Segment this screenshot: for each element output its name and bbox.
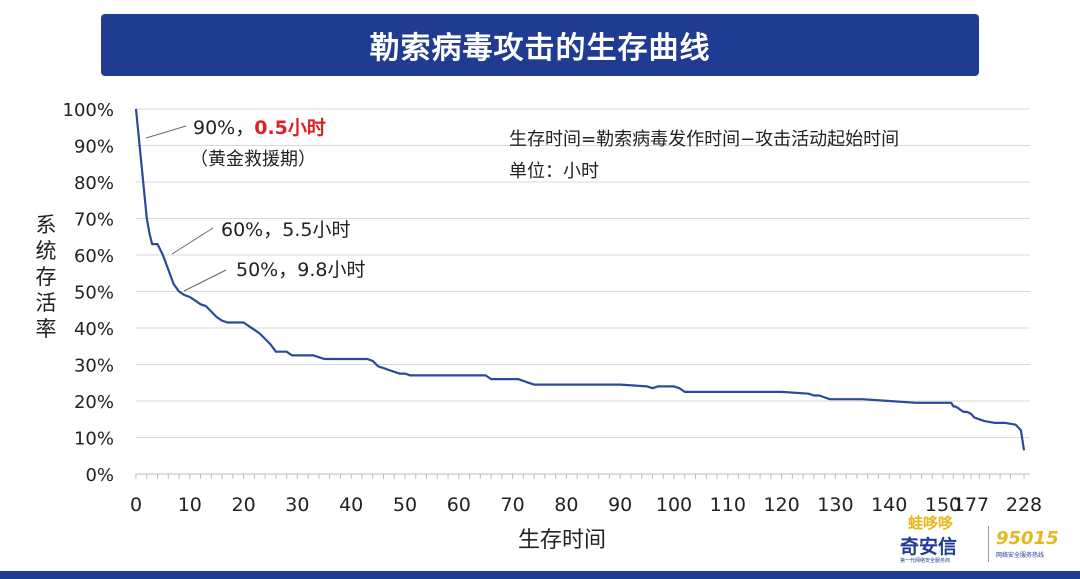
y-tick-label: 20% [74, 392, 114, 413]
annotation-50: 50%，9.8小时 [236, 259, 365, 281]
logo-hotline-caption: 网络安全服务热线 [996, 552, 1045, 559]
logo-tagline: 第一代网络安全服务商 [900, 558, 951, 564]
x-tick-label: 60 [447, 494, 471, 516]
bottom-bar [0, 571, 1080, 579]
y-tick-label: 0% [85, 465, 114, 486]
x-tick-label: 20 [232, 494, 256, 516]
x-tick-label: 130 [817, 494, 853, 516]
x-tick-label: 30 [285, 494, 309, 516]
x-tick-label: 40 [339, 494, 363, 516]
survival-line [134, 108, 1026, 451]
x-tick-label: 110 [710, 494, 746, 516]
annotation-leader-60 [171, 227, 214, 255]
logo-separator [988, 526, 989, 562]
y-axis-label: 系统存活率 [36, 213, 57, 341]
qianxin-logo: 蛙哆哆 奇安信 第一代网络安全服务商 95015 网络安全服务热线 [898, 512, 1068, 572]
x-tick-label: 80 [554, 494, 578, 516]
annotation-60: 60%，5.5小时 [221, 219, 350, 241]
note-definition: 生存时间=勒索病毒发作时间−攻击活动起始时间 [509, 129, 899, 150]
x-tick-label: 90 [608, 494, 632, 516]
x-tick-label: 228 [1006, 494, 1042, 516]
logo-hotline: 95015 [996, 528, 1059, 549]
y-tick-label: 40% [74, 319, 114, 340]
y-tick-label: 10% [74, 429, 114, 450]
x-tick-label: 70 [501, 494, 525, 516]
y-tick-label: 30% [74, 356, 114, 377]
x-tick-label: 50 [393, 494, 417, 516]
logo-mascot: 蛙哆哆 [908, 514, 954, 532]
annotation-leader-50 [183, 269, 227, 292]
y-tick-label: 100% [63, 100, 114, 121]
annotation-90: 90%，0.5小时 [193, 117, 326, 139]
note-unit: 单位：小时 [509, 161, 599, 182]
x-tick-label: 140 [871, 494, 907, 516]
chart-title: 勒索病毒攻击的生存曲线 [369, 31, 711, 66]
y-tick-label: 50% [74, 283, 114, 304]
x-tick-label: 10 [178, 494, 202, 516]
x-tick-label: 0 [130, 494, 142, 516]
x-tick-label: 100 [656, 494, 692, 516]
annotation-90-line2: （黄金救援期） [190, 149, 316, 170]
x-axis-label: 生存时间 [518, 528, 606, 553]
x-tick-label: 120 [763, 494, 799, 516]
x-tick-label: 150 [925, 494, 961, 516]
x-tick-label: 177 [953, 494, 989, 516]
y-tick-label: 60% [74, 246, 114, 267]
y-tick-label: 70% [74, 210, 114, 231]
annotation-leader-90 [145, 125, 187, 139]
logo-name: 奇安信 [900, 536, 958, 558]
y-tick-label: 90% [74, 137, 114, 158]
y-tick-label: 80% [74, 173, 114, 194]
title-banner: 勒索病毒攻击的生存曲线 [101, 14, 979, 76]
